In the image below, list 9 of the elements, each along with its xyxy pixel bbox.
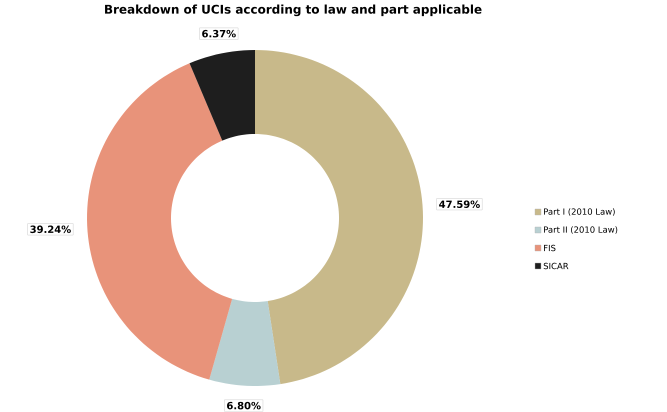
chart-title: Breakdown of UCIs according to law and part applicable (105, 4, 482, 16)
legend-label: Part I (2010 Law) (544, 208, 615, 216)
data-label: 6.37% (202, 30, 236, 38)
data-label: 39.24% (30, 226, 71, 234)
legend-label: SICAR (544, 263, 568, 270)
data-label: 6.80% (227, 402, 261, 410)
data-label: 47.59% (439, 200, 480, 208)
legend-label: Part II (2010 Law) (544, 226, 618, 234)
legend-label: FIS (544, 245, 556, 252)
